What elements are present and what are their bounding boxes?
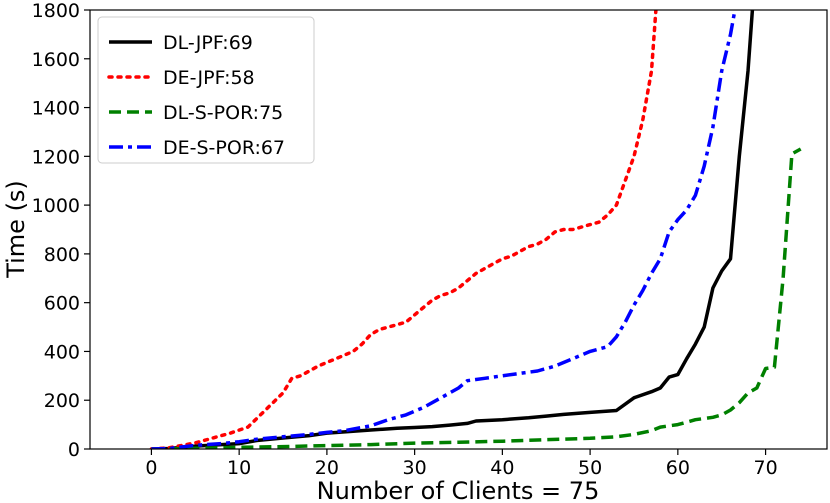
legend-label-4: DE-S-POR:67 bbox=[163, 137, 285, 159]
y-axis-label: Time (s) bbox=[2, 180, 30, 279]
x-tick-label: 60 bbox=[666, 457, 690, 479]
x-tick-label: 40 bbox=[490, 457, 514, 479]
series-line-4 bbox=[151, 10, 737, 449]
y-tick-label: 1600 bbox=[32, 49, 80, 71]
y-tick-label: 0 bbox=[68, 439, 80, 461]
y-tick-label: 1000 bbox=[32, 195, 80, 217]
x-tick-label: 50 bbox=[578, 457, 602, 479]
legend-label-1: DL-JPF:69 bbox=[163, 32, 253, 54]
legend: DL-JPF:69 DE-JPF:58 DL-S-POR:75 DE-S-POR:67 bbox=[97, 16, 315, 164]
y-tick-label: 1400 bbox=[32, 98, 80, 120]
x-tick-label: 20 bbox=[315, 457, 339, 479]
plot-frame bbox=[89, 9, 828, 450]
legend-box bbox=[97, 16, 315, 164]
series-line-2 bbox=[149, 10, 658, 449]
y-tick-label: 1200 bbox=[32, 146, 80, 168]
x-axis-label: Number of Clients = 75 bbox=[317, 477, 600, 503]
series-layer bbox=[149, 10, 802, 449]
series-line-3 bbox=[151, 147, 802, 449]
legend-label-3: DL-S-POR:75 bbox=[163, 102, 283, 124]
plot-area bbox=[89, 9, 828, 450]
x-tick-label: 0 bbox=[145, 457, 157, 479]
x-axis-ticks: 0 10 20 30 40 50 60 70 bbox=[145, 449, 778, 479]
x-tick-label: 30 bbox=[403, 457, 427, 479]
y-tick-label: 400 bbox=[44, 341, 80, 363]
y-tick-label: 1800 bbox=[32, 0, 80, 22]
y-axis-ticks: 0 200 400 600 800 1000 1200 1400 1600 1800 bbox=[32, 0, 90, 461]
legend-label-2: DE-JPF:58 bbox=[163, 67, 255, 89]
x-tick-label: 10 bbox=[227, 457, 251, 479]
y-tick-label: 600 bbox=[44, 293, 80, 315]
y-tick-label: 800 bbox=[44, 244, 80, 266]
y-tick-label: 200 bbox=[44, 390, 80, 412]
x-tick-label: 70 bbox=[753, 457, 777, 479]
